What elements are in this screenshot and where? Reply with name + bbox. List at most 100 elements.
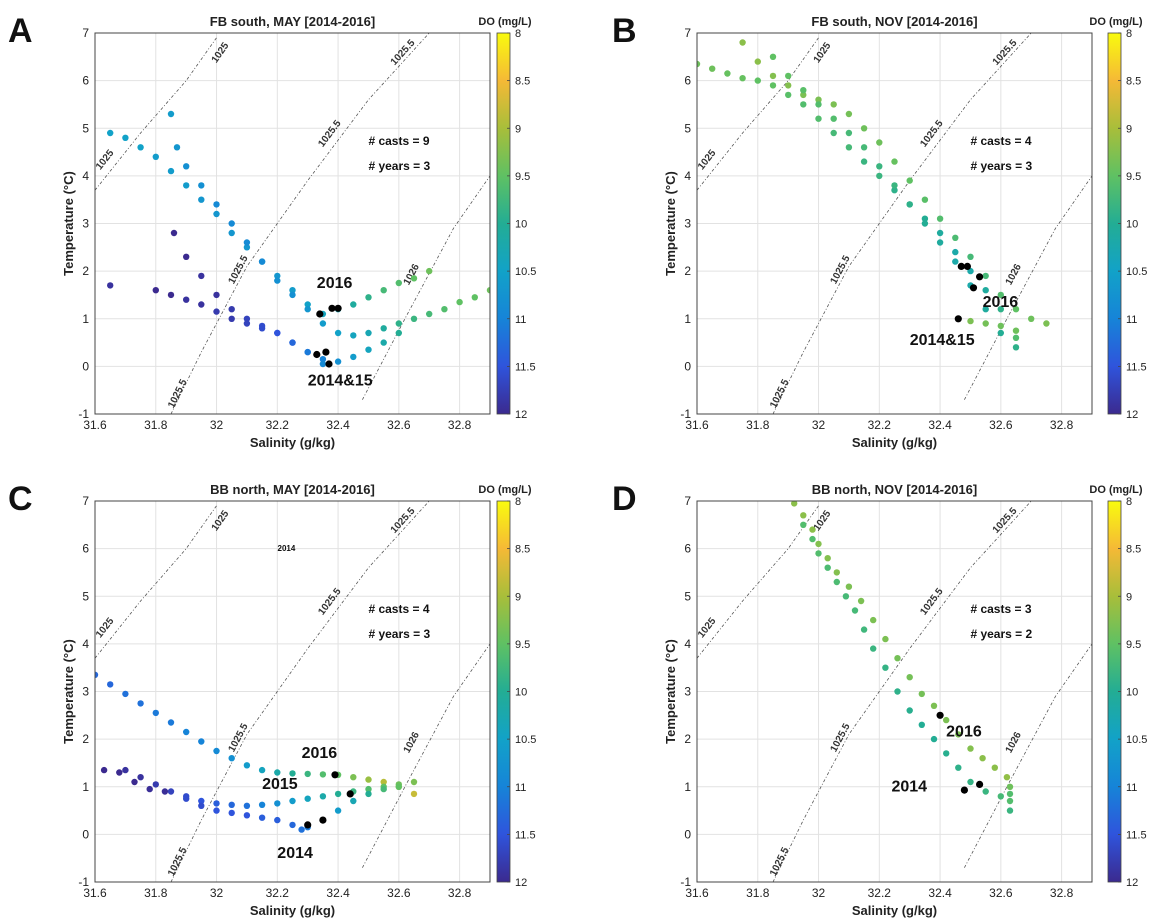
stats-annotation: # casts = 4 (970, 134, 1031, 148)
data-point (952, 248, 959, 256)
data-point (815, 540, 822, 548)
data-point (991, 764, 998, 771)
x-tick-label: 32.8 (448, 418, 472, 432)
x-tick-label: 32.4 (326, 886, 350, 900)
data-point (198, 301, 205, 308)
data-point (997, 322, 1004, 330)
panel-letter: C (8, 480, 33, 518)
data-point (365, 346, 372, 353)
data-point (830, 101, 837, 108)
data-point (161, 788, 169, 795)
year-marker (316, 310, 324, 318)
x-tick-label: 32 (210, 886, 224, 900)
data-point (824, 564, 831, 571)
colorbar-tick-label: 11.5 (515, 829, 536, 841)
data-point (894, 655, 901, 662)
data-point (380, 339, 387, 346)
colorbar-tick-label: 9.5 (1126, 639, 1141, 651)
year-marker (322, 348, 330, 356)
colorbar-tick-label: 12 (1126, 877, 1138, 889)
data-point (198, 797, 205, 805)
year-label: 2016 (317, 275, 353, 292)
year-marker (334, 304, 342, 312)
data-point (274, 272, 281, 280)
data-point (943, 716, 950, 724)
data-point (152, 709, 159, 717)
colorbar-tick-label: 8.5 (515, 76, 530, 88)
data-point (815, 96, 822, 103)
data-point (319, 356, 327, 363)
year-marker (346, 790, 354, 798)
data-point (289, 821, 296, 829)
y-tick-label: 3 (82, 685, 89, 699)
data-point (876, 172, 883, 180)
year-marker (328, 304, 336, 312)
data-point (274, 277, 281, 284)
year-marker (976, 780, 984, 789)
year-label: 2014 (891, 779, 927, 796)
data-point (997, 329, 1004, 337)
data-point (228, 315, 235, 322)
y-tick-label: -1 (78, 407, 89, 421)
colorbar-title: DO (mg/L) (1089, 484, 1142, 496)
plot-frame (94, 32, 491, 415)
colorbar-tick-label: 11.5 (1126, 829, 1147, 841)
y-axis-label: Temperature (°C) (61, 639, 76, 744)
data-point (289, 287, 296, 294)
y-axis-label: Temperature (°C) (61, 171, 76, 276)
scatter-points (95, 671, 418, 833)
x-axis-label: Salinity (g/kg) (852, 903, 937, 918)
data-point (815, 115, 822, 122)
data-point (100, 766, 108, 774)
y-tick-label: 0 (684, 827, 691, 841)
data-point (997, 793, 1004, 800)
data-point (304, 348, 311, 356)
colorbar-tick-label: 9 (1126, 123, 1132, 135)
data-point (891, 158, 898, 165)
data-point (697, 60, 701, 68)
panel-letter: B (612, 12, 637, 50)
scatter-points (107, 110, 490, 368)
data-point (1012, 334, 1020, 341)
data-point (365, 785, 372, 793)
colorbar-tick-label: 12 (515, 877, 527, 889)
data-point (243, 762, 251, 769)
data-point (815, 550, 822, 557)
data-point (809, 535, 816, 543)
panel-letter: D (612, 480, 637, 518)
x-tick-label: 32.6 (989, 886, 1013, 900)
y-tick-label: 1 (82, 312, 89, 326)
isopycnal-line (772, 501, 1032, 882)
y-tick-label: -1 (78, 875, 89, 889)
data-point (213, 807, 220, 814)
data-point (769, 53, 777, 60)
colorbar-tick-label: 11 (1126, 782, 1137, 794)
panel-c: 31.6 31.8 32 32.2 32.4 32.6 32.8-1012345671025… (8, 480, 536, 918)
y-tick-label: -1 (680, 875, 691, 889)
data-point (426, 310, 433, 318)
data-point (410, 275, 418, 282)
colorbar-tick-label: 9 (1126, 591, 1132, 603)
data-point (198, 182, 205, 189)
data-point (456, 298, 463, 306)
panel-title: FB south, MAY [2014-2016] (210, 14, 375, 29)
y-tick-label: 4 (684, 169, 691, 183)
data-point (830, 129, 837, 137)
isopycnal-line (772, 33, 1032, 414)
colorbar-tick-label: 8 (515, 496, 521, 508)
colorbar-tick-label: 11 (515, 782, 526, 794)
data-point (800, 512, 807, 519)
data-point (334, 329, 342, 337)
data-point (258, 814, 266, 821)
data-point (137, 700, 144, 707)
data-point (243, 239, 251, 246)
data-point (183, 296, 190, 303)
data-point (183, 728, 190, 736)
colorbar-tick-label: 8.5 (1126, 544, 1141, 556)
panel-title: BB north, MAY [2014-2016] (210, 482, 375, 497)
data-point (815, 101, 822, 108)
data-point (170, 229, 178, 237)
y-tick-label: 5 (684, 589, 691, 603)
data-point (298, 826, 305, 833)
